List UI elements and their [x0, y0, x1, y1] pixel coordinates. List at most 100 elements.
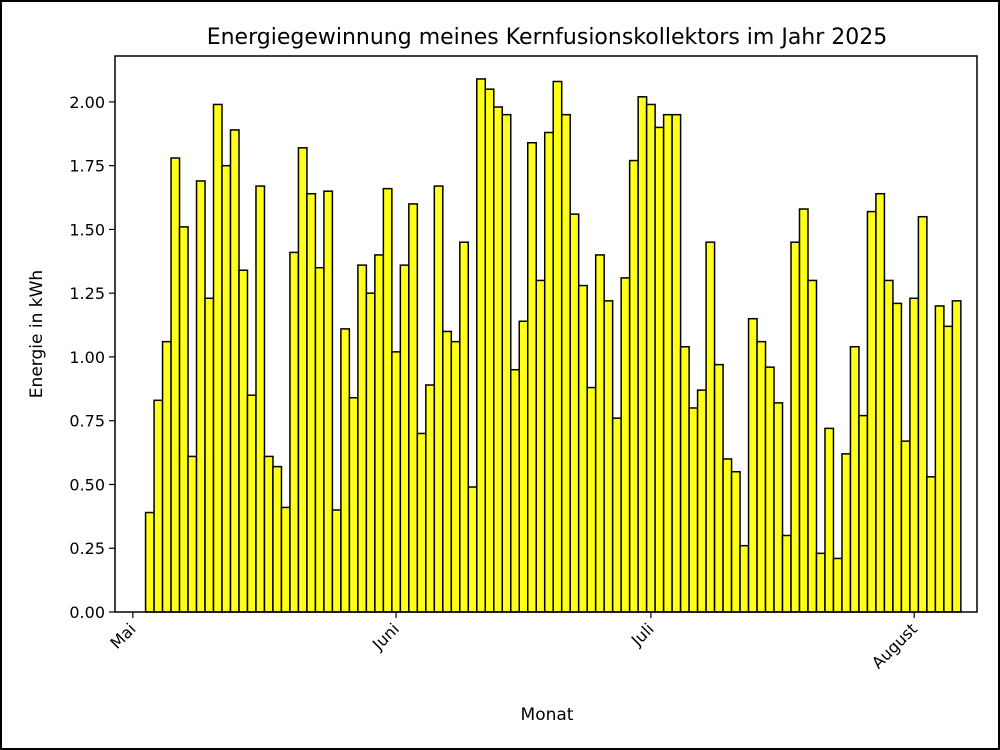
bar [664, 115, 672, 612]
bar [884, 280, 892, 612]
bar [298, 148, 306, 612]
bar [273, 467, 281, 612]
bar [409, 204, 417, 612]
bar [426, 385, 434, 612]
bar [341, 329, 349, 612]
bar [163, 342, 171, 612]
bar [715, 365, 723, 612]
bar [222, 166, 230, 612]
y-tick-label: 0.50 [69, 475, 105, 494]
bar [850, 347, 858, 612]
bar [749, 319, 757, 612]
bar [723, 459, 731, 612]
bar [867, 212, 875, 612]
bar [332, 510, 340, 612]
bar [417, 433, 425, 612]
bar [791, 242, 799, 612]
bar [825, 428, 833, 612]
bar [570, 214, 578, 612]
bar [205, 298, 213, 612]
bar [366, 293, 374, 612]
y-tick-label: 1.75 [69, 157, 105, 176]
bar [315, 268, 323, 612]
y-axis: 0.00 0.25 0.50 0.75 1.00 1.25 1.50 1.75 2.00 [69, 93, 115, 622]
x-axis: Mai Juni Juli August [106, 612, 921, 672]
bar [621, 278, 629, 612]
bar [545, 133, 553, 612]
bar [502, 115, 510, 612]
bar [264, 456, 272, 612]
y-tick-label: 0.00 [69, 603, 105, 622]
bar [766, 367, 774, 612]
bar [375, 255, 383, 612]
bar [842, 454, 850, 612]
bar [655, 127, 663, 612]
bar [451, 342, 459, 612]
bar [553, 82, 561, 613]
bar [901, 441, 909, 612]
bar [358, 265, 366, 612]
x-axis-label: Monat [521, 705, 574, 725]
bar [613, 418, 621, 612]
x-tick-label: August [868, 619, 921, 672]
bar [672, 115, 680, 612]
bar [927, 477, 935, 612]
bar [935, 306, 943, 612]
bar [944, 326, 952, 612]
bar [681, 347, 689, 612]
bar [808, 280, 816, 612]
chart-title: Energiegewinnung meines Kernfusionskolle… [207, 25, 888, 50]
bar [468, 487, 476, 612]
bar [146, 513, 154, 612]
bar [519, 321, 527, 612]
bar [689, 408, 697, 612]
bars-group [146, 79, 961, 612]
bar [587, 388, 595, 612]
bar [460, 242, 468, 612]
bar [383, 189, 391, 612]
y-tick-label: 1.00 [69, 348, 105, 367]
bar [494, 107, 502, 612]
bar [562, 115, 570, 612]
y-tick-label: 0.75 [69, 412, 105, 431]
bar [740, 546, 748, 612]
bar [783, 535, 791, 612]
y-axis-label: Energie in kWh [27, 270, 47, 398]
bar [536, 280, 544, 612]
bar [918, 217, 926, 612]
bar [732, 472, 740, 612]
bar [171, 158, 179, 612]
bar [604, 301, 612, 612]
bar [214, 104, 222, 612]
bar [647, 104, 655, 612]
bar [630, 161, 638, 612]
bar [290, 252, 298, 612]
bar [485, 89, 493, 612]
bar [706, 242, 714, 612]
bar [434, 186, 442, 612]
bar [952, 301, 960, 612]
bar [197, 181, 205, 612]
bar [154, 400, 162, 612]
bar [833, 558, 841, 612]
y-tick-label: 0.25 [69, 539, 105, 558]
y-tick-label: 1.50 [69, 220, 105, 239]
bar [349, 398, 357, 612]
bar [256, 186, 264, 612]
bar [247, 395, 255, 612]
bar [698, 390, 706, 612]
bar [528, 143, 536, 612]
y-tick-label: 1.25 [69, 284, 105, 303]
bar [800, 209, 808, 612]
bar [324, 191, 332, 612]
bar [511, 370, 519, 612]
x-tick-label: Juli [627, 619, 658, 650]
bar [876, 194, 884, 612]
bar [400, 265, 408, 612]
bar [910, 298, 918, 612]
bar [188, 456, 196, 612]
bar [443, 331, 451, 612]
bar [774, 403, 782, 612]
bar [596, 255, 604, 612]
